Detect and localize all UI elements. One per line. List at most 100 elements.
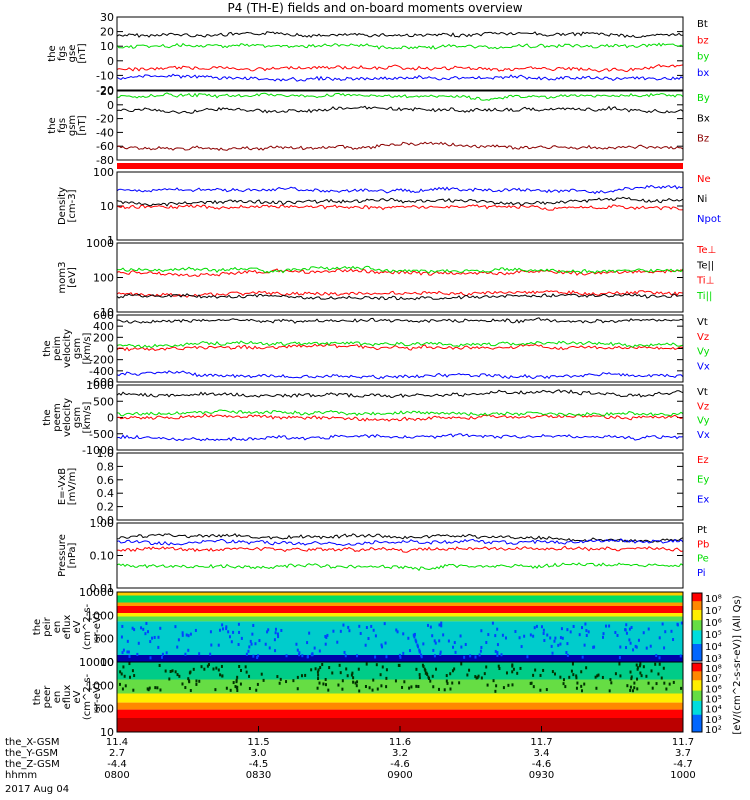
legend-Ey: Ey [697, 475, 709, 486]
spectrogram-speckle [118, 682, 121, 686]
ylabel-line: en [52, 621, 63, 634]
ylabel-line: [nT] [77, 115, 88, 135]
legend-Npot: Npot [697, 214, 721, 225]
spectrogram-speckle [636, 677, 639, 681]
legend-Te: Te|| [696, 260, 714, 271]
spectrogram-speckle [518, 636, 521, 640]
spectrogram-speckle [188, 679, 191, 683]
ytick-label: 600 [93, 309, 114, 322]
spectrogram-speckle [630, 625, 633, 629]
spectrogram-speckle [310, 668, 313, 672]
spectrogram-speckle [583, 682, 586, 686]
ytick-label: 1000 [86, 609, 114, 622]
spectrogram-speckle [234, 685, 237, 689]
spectrogram-speckle [245, 652, 248, 656]
spectrogram-speckle [664, 630, 667, 634]
ytick-label: 400 [93, 320, 114, 333]
colorbar-tick: 10⁶ [705, 618, 722, 629]
spectrogram-speckle [268, 646, 271, 650]
spectrogram-speckle [543, 638, 546, 642]
spectrogram-speckle [121, 651, 124, 655]
spectrogram-speckle [128, 662, 131, 666]
spectrogram-speckle [442, 633, 445, 637]
spectrogram-speckle [447, 639, 450, 643]
ytick-label: -10 [96, 69, 114, 82]
ylabel-line: the [42, 340, 53, 356]
spectrogram-speckle [256, 656, 259, 660]
ylabel-line: Density [57, 187, 68, 225]
ylabel-line: [km/s] [82, 401, 93, 433]
ytick-label: 30 [100, 11, 114, 24]
colorbar-segment [692, 680, 702, 692]
series-line-Vz [116, 343, 684, 352]
spectrogram-speckle [660, 676, 663, 680]
spectrogram-speckle [230, 640, 233, 644]
spectrogram-speckle [562, 678, 565, 682]
spectrogram-speckle [321, 662, 324, 666]
spectrogram-speckle [435, 667, 438, 671]
spectrogram-speckle [500, 653, 503, 657]
spectrogram-speckle [578, 633, 581, 637]
series-line-Vz [116, 413, 684, 422]
spectrogram-speckle [306, 641, 309, 645]
legend-By: By [697, 93, 710, 104]
spectrogram-speckle [347, 625, 350, 629]
separator-bar [117, 163, 683, 169]
ylabel-line: eV [72, 690, 83, 703]
ylabel-line: gsm [67, 115, 78, 136]
ytick-label: -40 [96, 126, 114, 139]
ytick-label: 0.10 [90, 550, 115, 563]
xaxis-value: 0800 [104, 770, 129, 781]
series-line-Npot [116, 184, 684, 195]
panel-ion_velocity [116, 314, 684, 383]
spectrogram-speckle [147, 688, 150, 692]
spectrogram-speckle [352, 680, 355, 684]
ylabel-line: gsm [72, 338, 83, 359]
spectrogram-speckle [274, 627, 277, 631]
ytick-label: 0 [107, 99, 114, 112]
panel-ion_spectrogram [116, 591, 684, 663]
spectrogram-speckle [647, 681, 650, 685]
ytick-label: 100 [93, 272, 114, 285]
spectrogram-speckle [324, 683, 327, 687]
spectrogram-speckle [409, 649, 412, 653]
xaxis-value: 11.7 [672, 737, 694, 748]
spectrogram-speckle [314, 667, 317, 671]
legend-Ti: Ti⊥ [696, 276, 714, 287]
spectrogram-speckle [624, 628, 627, 632]
series-line-Vy [116, 340, 684, 349]
spectrogram-speckle [292, 679, 295, 683]
spectrogram-speckle [511, 683, 514, 687]
spectrogram-speckle [337, 683, 340, 687]
spectrogram-speckle [658, 656, 661, 660]
spectrogram-speckle [396, 630, 399, 634]
ytick-label: 0.8 [97, 460, 115, 473]
spectrogram-speckle [415, 640, 418, 644]
ylabel-line: [cm-3] [67, 189, 78, 222]
spectrogram-speckle [385, 668, 388, 672]
spectrogram-speckle [399, 655, 402, 659]
spectrogram-speckle [304, 673, 307, 677]
spectrogram-speckle [397, 663, 400, 667]
spectrogram-speckle [595, 686, 598, 690]
ytick-label: 10000 [79, 656, 114, 669]
spectrogram-speckle [453, 641, 456, 645]
spectrogram-speckle [657, 672, 660, 676]
ytick-label: -400 [89, 365, 114, 378]
spectrogram-speckle [422, 665, 425, 669]
ytick-label: 500 [93, 395, 114, 408]
spectrogram-speckle [236, 689, 239, 693]
xaxis-value: 11.4 [106, 737, 128, 748]
ylabel-line: fgs [57, 118, 68, 133]
legend-Pe: Pe [697, 554, 709, 565]
legend-Bx: Bx [697, 113, 710, 124]
legend-bz: bz [697, 35, 709, 46]
spectrogram-speckle [371, 688, 374, 692]
xaxis-value: 3.4 [534, 748, 550, 759]
spectrogram-speckle [585, 666, 588, 670]
spectrogram-speckle [237, 643, 240, 647]
spectrogram-speckle [217, 668, 220, 672]
ytick-label: 10 [100, 200, 114, 213]
spectrogram-speckle [318, 681, 321, 685]
spectrogram-speckle [161, 652, 164, 656]
